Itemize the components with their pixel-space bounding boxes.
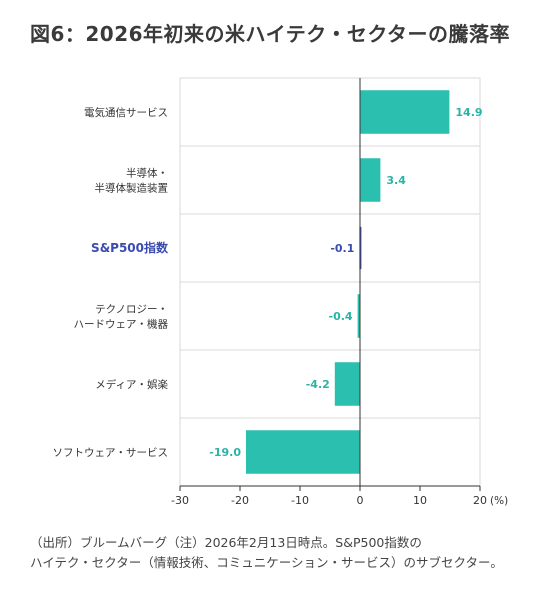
bar: [360, 158, 381, 202]
bar-value-label: -19.0: [209, 446, 241, 459]
bar-value-label: -0.4: [329, 310, 353, 323]
bar-value-label: 14.9: [455, 106, 482, 119]
x-tick-label: -30: [171, 494, 189, 507]
source-line-1: （出所）ブルームバーグ（注）2026年2月13日時点。S&P500指数の: [30, 535, 422, 550]
category-label: ソフトウェア・サービス: [53, 447, 169, 459]
bar-value-label: -4.2: [306, 378, 330, 391]
category-label: 半導体・: [126, 167, 168, 180]
category-label: S&P500指数: [91, 240, 169, 255]
category-label: メディア・娯楽: [95, 378, 168, 391]
x-tick-label: 20: [473, 494, 487, 507]
category-label: 電気通信サービス: [84, 106, 168, 119]
chart-title: 図6：2026年初来の米ハイテク・セクターの騰落率: [29, 22, 511, 46]
bar: [246, 430, 360, 474]
category-label: 半導体製造装置: [95, 182, 169, 195]
x-tick-label: -20: [231, 494, 249, 507]
bar: [357, 294, 360, 338]
bar: [360, 90, 450, 134]
x-tick-label: 0: [357, 494, 364, 507]
source-line-2: ハイテク・セクター（情報技術、コミュニケーション・サービス）のサブセクター。: [30, 555, 503, 570]
bar-value-label: 3.4: [386, 174, 406, 187]
bar: [334, 362, 360, 406]
category-label: テクノロジー・: [95, 304, 168, 316]
x-unit-label: (%): [490, 495, 508, 507]
source-note: （出所）ブルームバーグ（注）2026年2月13日時点。S&P500指数の ハイテ…: [30, 533, 530, 573]
category-label: ハードウェア・機器: [74, 318, 169, 331]
x-tick-label: -10: [291, 494, 309, 507]
bar-value-label: -0.1: [330, 242, 354, 255]
x-tick-label: 10: [413, 494, 427, 507]
bar-chart: 14.9 電気通信サービス 3.4 半導体・半導体製造装置 -0.1 S&P500指数 -0…: [53, 77, 508, 507]
